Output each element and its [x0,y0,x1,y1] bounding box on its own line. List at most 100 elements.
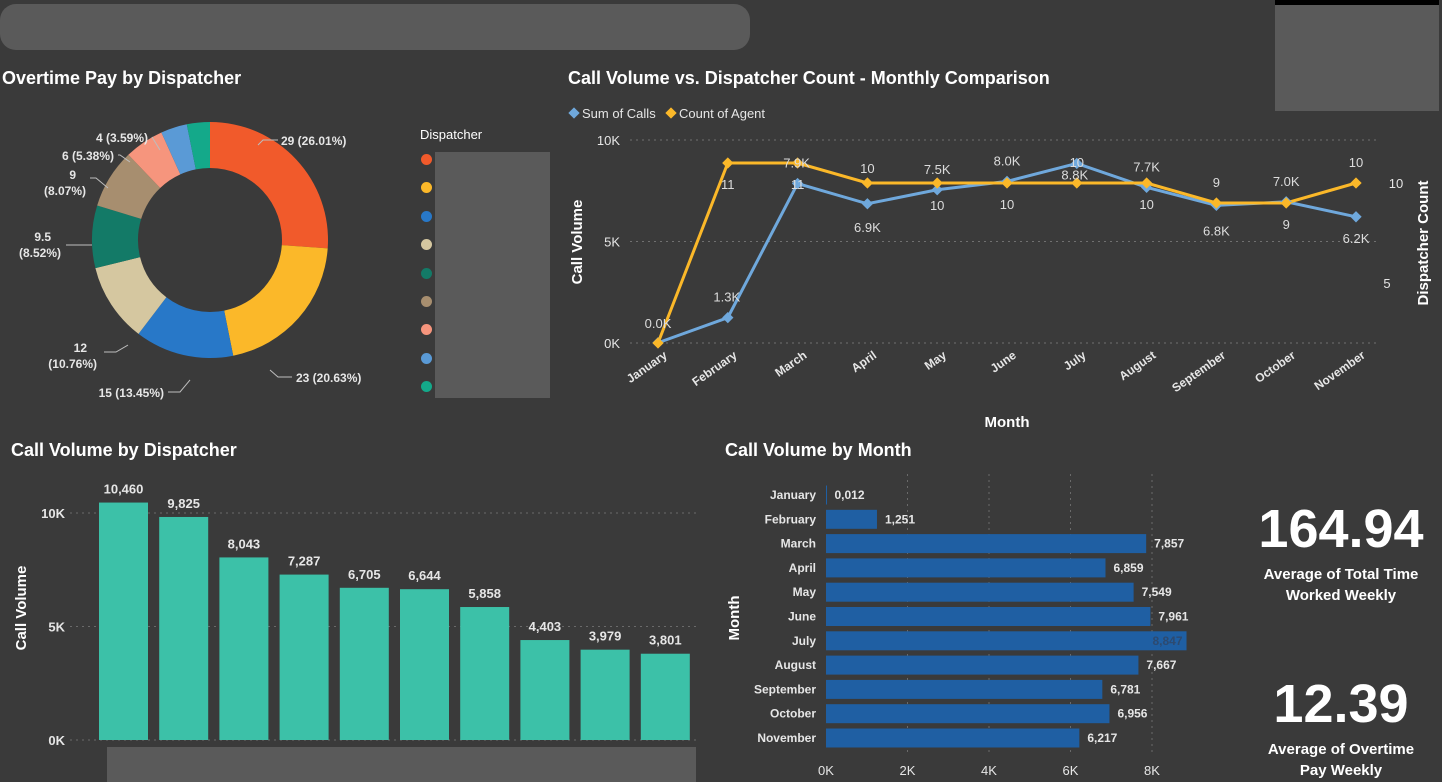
agent-point[interactable] [861,177,874,189]
x-axis-tick: August [1116,348,1158,383]
dispatcher-bar-label: 4,403 [529,619,562,634]
month-category-label: September [754,682,816,696]
dispatcher-bar[interactable] [640,653,690,740]
month-bar-label: 7,857 [1154,537,1184,551]
agent-point[interactable] [791,157,804,169]
legend-agent-marker[interactable] [665,107,677,119]
calls-point[interactable] [861,198,874,210]
month-bar[interactable] [826,485,827,505]
right-axis-tick: 10 [1389,176,1403,191]
combo-x-axis-title: Month [985,414,1030,431]
donut-data-label: 12 [74,341,88,355]
month-bar[interactable] [826,558,1106,578]
agent-data-label: 10 [1000,197,1014,212]
x-axis-tick: November [1312,348,1368,393]
dispatcher-bar[interactable] [279,574,329,740]
agent-data-label: 10 [930,198,944,213]
month-bar[interactable] [826,534,1147,554]
month-bar[interactable] [826,655,1139,675]
donut-data-label: 6 (5.38%) [62,149,114,163]
month-bar[interactable] [826,631,1187,651]
kpi-total-time-label: Average of Total Time Worked Weekly [1236,564,1442,606]
dispatcher-bar[interactable] [339,587,389,740]
dispatcher-bar[interactable] [520,640,570,740]
x-axis-tick: 8K [1144,763,1160,778]
left-axis-tick: 5K [604,235,620,250]
dispatcher-bar[interactable] [159,516,209,740]
donut-slice[interactable] [210,122,329,249]
month-bar[interactable] [826,704,1110,724]
legend-calls-label[interactable]: Sum of Calls [582,106,656,121]
agent-point[interactable] [1140,177,1153,189]
agent-point[interactable] [1210,197,1223,209]
dispatcher-bar[interactable] [460,607,510,740]
dispatcher-bar[interactable] [99,502,148,740]
month-bar-label: 6,859 [1114,561,1144,575]
month-bar[interactable] [826,607,1151,626]
agent-point[interactable] [722,157,734,169]
kpi-total-time-label-1: Average of Total Time [1263,566,1419,583]
donut-legend [421,152,435,398]
legend-dot[interactable] [421,296,432,307]
month-category-label: June [788,610,816,624]
calls-data-label: 7.5K [924,162,951,177]
month-bar[interactable] [826,509,877,529]
calls-point[interactable] [722,311,734,324]
donut-slice[interactable] [224,245,328,356]
dispatcher-bar[interactable] [400,589,449,740]
month-bar-label: 1,251 [885,512,915,526]
legend-calls-marker[interactable] [568,107,580,119]
axis-labels-placeholder[interactable] [107,747,696,782]
calls-data-label: 6.9K [854,220,881,235]
donut-slice[interactable] [138,297,234,358]
month-bar-label: 6,781 [1110,682,1140,696]
agent-point[interactable] [1280,197,1292,209]
calls-point[interactable] [1350,211,1362,223]
dispatcher-bar[interactable] [580,649,630,740]
donut-slice[interactable] [161,124,196,175]
agent-point[interactable] [1350,177,1362,189]
legend-dot[interactable] [421,267,432,279]
legend-dot[interactable] [421,381,432,393]
month-bar-label: 0,012 [834,488,864,502]
month-axis-title: Month [726,596,743,641]
calls-point[interactable] [791,177,804,190]
month-bar[interactable] [826,582,1134,602]
month-category-label: October [770,707,816,721]
left-axis-tick: 10K [597,133,620,148]
legend-dot[interactable] [421,352,432,364]
donut-slice[interactable] [91,205,142,269]
donut-slice[interactable] [95,257,167,334]
agent-data-label: 9 [1283,217,1290,232]
dispatcher-bar[interactable] [219,557,269,740]
month-category-label: May [793,585,817,599]
legend-agent-label[interactable]: Count of Agent [679,106,765,121]
series-line-calls[interactable] [657,161,1357,345]
donut-slice[interactable] [186,122,210,170]
agent-data-label: 11 [721,177,735,192]
y-axis-tick: 0K [48,733,65,748]
legend-dot[interactable] [421,210,432,222]
agent-point[interactable] [931,177,943,189]
month-category-label: March [781,537,816,551]
donut-data-label: 29 (26.01%) [281,134,346,148]
calls-point[interactable] [931,184,943,196]
donut-slice[interactable] [97,154,161,219]
legend-dot[interactable] [421,324,432,336]
x-axis-tick: May [922,348,949,373]
legend-dot[interactable] [421,154,432,165]
calls-data-label: 7.7K [1133,159,1160,174]
dispatcher-bar-chart: 10K 5K 0K Call Volume 10,460 9,825 8,043 7,287 6… [13,482,700,748]
kpi-overtime-label: Average of Overtime Pay Weekly [1236,739,1442,781]
donut-data-label: (8.52%) [19,246,61,260]
legend-dot[interactable] [421,239,432,251]
month-category-label: April [789,561,816,575]
dispatcher-bar-label: 9,825 [167,496,200,511]
month-bar[interactable] [826,728,1080,748]
month-bar[interactable] [826,679,1103,699]
legend-dot[interactable] [421,182,432,194]
agent-point[interactable] [652,337,664,349]
donut-title: Overtime Pay by Dispatcher [2,68,242,88]
legend-names-placeholder[interactable] [435,152,550,398]
donut-slice[interactable] [128,132,181,189]
